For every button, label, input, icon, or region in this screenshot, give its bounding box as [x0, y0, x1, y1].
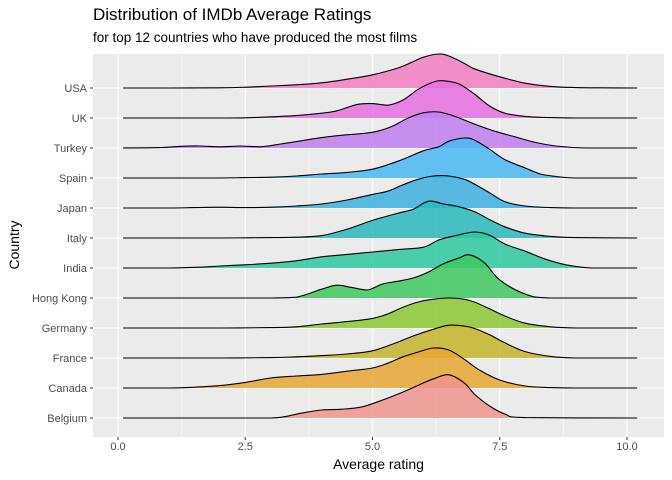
y-tick-label-france: France	[53, 353, 87, 365]
ridge-area-uk	[123, 80, 638, 118]
ridge-outline-france	[123, 324, 638, 359]
ridge-canada	[123, 347, 638, 389]
ridge-outline-germany	[123, 297, 638, 329]
ridge-area-india	[123, 231, 638, 268]
ridge-outline-japan	[123, 175, 638, 209]
chart-subtitle: for top 12 countries who have produced t…	[93, 30, 418, 45]
ridge-area-hong-kong	[123, 254, 638, 298]
ridge-usa	[123, 53, 638, 89]
ridge-germany	[123, 297, 638, 329]
ridge-outline-turkey	[123, 111, 638, 149]
y-tick-label-japan: Japan	[57, 203, 87, 215]
ridge-outline-belgium	[123, 374, 638, 419]
y-tick-label-canada: Canada	[48, 383, 87, 395]
y-axis-title: Country	[6, 220, 22, 269]
y-tick-label-india: India	[63, 263, 88, 275]
ridge-belgium	[123, 374, 638, 419]
ridge-spain	[123, 137, 638, 179]
x-tick-label: 7.5	[492, 441, 507, 453]
ridge-turkey	[123, 111, 638, 149]
ridge-uk	[123, 80, 638, 119]
x-tick-label: 5.0	[365, 441, 380, 453]
ridge-france	[123, 324, 638, 359]
ridge-outline-usa	[123, 53, 638, 89]
ridge-outline-italy	[123, 200, 638, 239]
y-tick-label-uk: UK	[72, 113, 88, 125]
ridge-area-france	[123, 325, 638, 358]
ridge-outline-uk	[123, 80, 638, 119]
ridge-italy	[123, 200, 638, 239]
ridge-outline-spain	[123, 137, 638, 179]
ridge-area-japan	[123, 175, 638, 208]
ridge-area-spain	[123, 137, 638, 178]
ridges	[123, 53, 638, 419]
ridge-japan	[123, 175, 638, 209]
ridge-hong-kong	[123, 254, 638, 299]
y-tick-label-belgium: Belgium	[47, 413, 87, 425]
chart-title: Distribution of IMDb Average Ratings	[93, 5, 372, 24]
ridge-outline-hong-kong	[123, 254, 638, 299]
x-tick-label: 0.0	[110, 441, 125, 453]
y-tick-label-italy: Italy	[67, 233, 88, 245]
x-tick-label: 10.0	[616, 441, 637, 453]
ridge-area-germany	[123, 298, 638, 328]
ridge-area-belgium	[123, 374, 638, 418]
ridge-area-canada	[123, 347, 638, 388]
y-axis: USA UK Turkey Spain Japan Italy India Hong Kong…	[32, 83, 93, 425]
x-tick-label: 2.5	[238, 441, 253, 453]
y-tick-label-turkey: Turkey	[54, 143, 88, 155]
y-tick-label-hong-kong: Hong Kong	[32, 293, 87, 305]
ridge-india	[123, 231, 638, 269]
y-tick-label-spain: Spain	[59, 173, 87, 185]
x-axis: 0.0 2.5 5.0 7.5 10.0	[110, 437, 638, 453]
y-tick-label-germany: Germany	[42, 323, 88, 335]
ridge-area-turkey	[123, 111, 638, 148]
x-axis-title: Average rating	[333, 456, 424, 472]
ridge-outline-india	[123, 231, 638, 269]
ridge-outline-canada	[123, 347, 638, 389]
y-tick-label-usa: USA	[64, 83, 87, 95]
